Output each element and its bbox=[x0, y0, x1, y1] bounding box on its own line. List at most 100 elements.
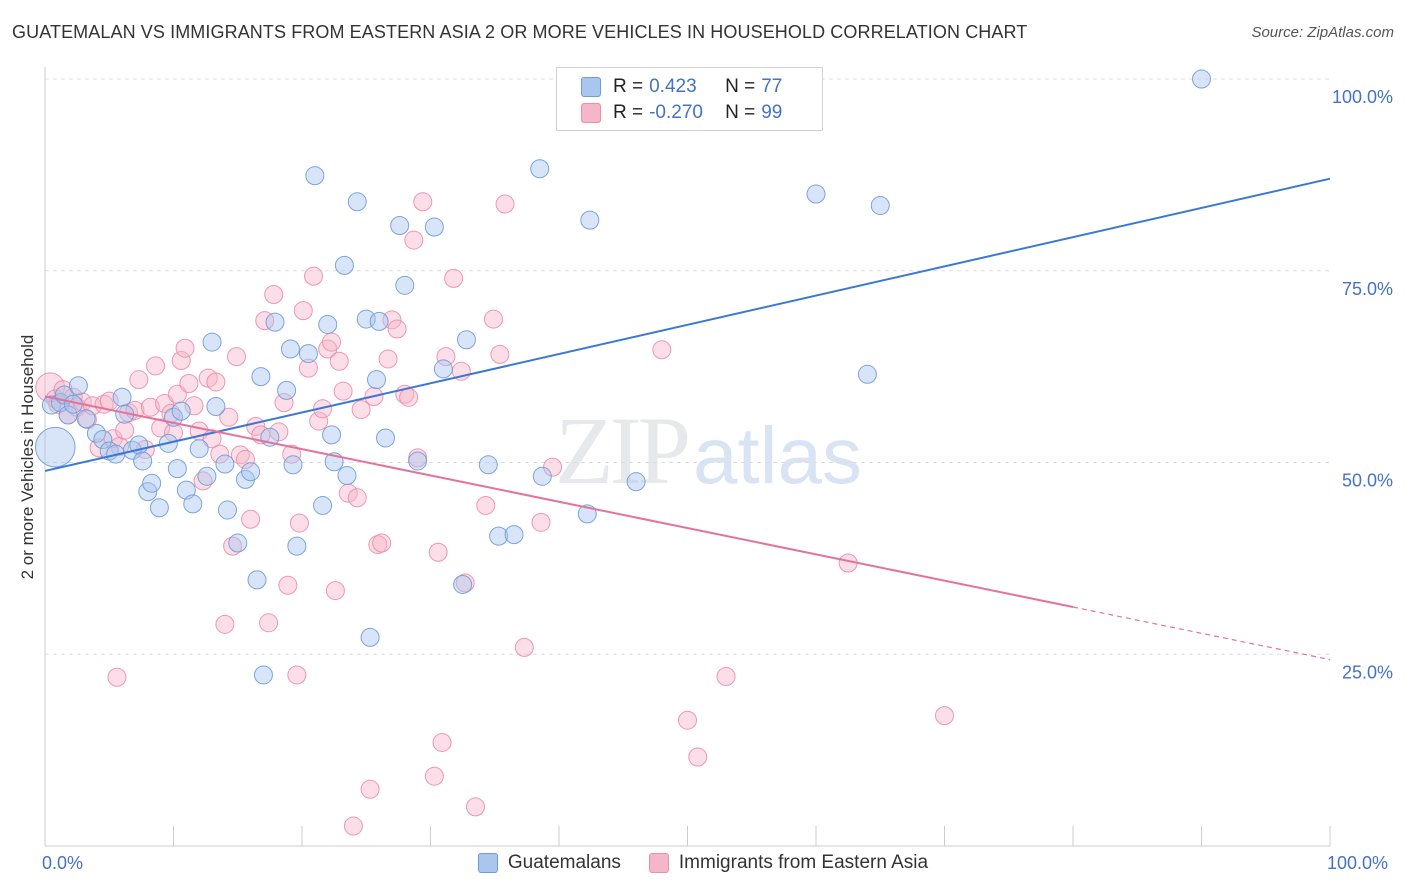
eastern-asia-point bbox=[387, 319, 407, 339]
legend-swatch-pink bbox=[581, 103, 601, 123]
eastern-asia-point bbox=[436, 347, 456, 367]
y-tick-label: 25.0% bbox=[1342, 662, 1393, 682]
eastern-asia-point bbox=[146, 356, 166, 376]
guatemalan-point bbox=[176, 480, 196, 500]
watermark-atlas: atlas bbox=[693, 411, 862, 500]
eastern-asia-point bbox=[309, 411, 329, 431]
eastern-asia-point bbox=[298, 358, 318, 378]
eastern-asia-point bbox=[495, 194, 515, 214]
eastern-asia-point bbox=[278, 575, 298, 595]
legend-label: Immigrants from Eastern Asia bbox=[678, 852, 929, 873]
source-note: Source: ZipAtlas.com bbox=[1251, 24, 1394, 41]
guatemalan-point bbox=[376, 428, 396, 448]
eastern-asia-point bbox=[140, 397, 160, 417]
guatemalan-point bbox=[68, 376, 88, 396]
guatemalan-point bbox=[206, 397, 226, 417]
eastern-asia-point bbox=[531, 512, 551, 532]
eastern-asia-point bbox=[935, 706, 954, 726]
guatemalan-point bbox=[369, 311, 389, 331]
eastern-asia-point bbox=[171, 350, 191, 370]
guatemalan-point bbox=[433, 359, 453, 379]
eastern-asia-point bbox=[264, 285, 284, 305]
guatemalan-point bbox=[76, 409, 96, 429]
guatemalan-point bbox=[318, 314, 338, 334]
eastern-asia-point bbox=[652, 340, 672, 360]
guatemalan-point bbox=[241, 462, 261, 482]
legend-swatch-blue bbox=[477, 853, 498, 873]
guatemalan-point bbox=[334, 255, 354, 275]
guatemalan-point bbox=[228, 533, 248, 553]
eastern-asia-point bbox=[432, 732, 452, 752]
eastern-asia-trend-extension bbox=[1072, 606, 1331, 661]
guatemalan-point bbox=[197, 466, 217, 486]
guatemalan-point bbox=[253, 665, 273, 685]
y-tick-label: 100.0% bbox=[1332, 87, 1393, 107]
r-label: R = bbox=[613, 76, 644, 97]
watermark-zip: ZIP bbox=[555, 397, 691, 504]
eastern-asia-point bbox=[255, 311, 275, 331]
legend-item-guatemalans[interactable]: Guatemalans bbox=[477, 852, 621, 874]
eastern-asia-point bbox=[404, 230, 424, 250]
guatemalan-point bbox=[133, 451, 153, 471]
watermark: ZIPatlas bbox=[555, 395, 862, 506]
stats-row-eastern-asia: R = -0.270 N = 99 bbox=[581, 100, 782, 126]
eastern-asia-point bbox=[304, 266, 324, 286]
stats-legend: R = 0.423 N = 77 R = -0.270 N = 99 bbox=[556, 67, 823, 131]
guatemalan-point bbox=[287, 536, 307, 556]
guatemalan-point bbox=[313, 495, 333, 515]
eastern-asia-point bbox=[413, 192, 433, 212]
eastern-asia-point bbox=[289, 513, 309, 533]
n-label: N = bbox=[725, 102, 756, 123]
guatemalan-point bbox=[305, 166, 325, 186]
eastern-asia-point bbox=[399, 387, 419, 407]
r-value: -0.270 bbox=[649, 102, 703, 123]
guatemalan-point bbox=[280, 339, 300, 359]
eastern-asia-point bbox=[329, 351, 349, 371]
guatemalans-trend-line bbox=[44, 177, 1331, 472]
n-value: 77 bbox=[761, 76, 783, 97]
guatemalan-point bbox=[322, 425, 342, 445]
eastern-asia-point bbox=[347, 488, 367, 508]
eastern-asia-point bbox=[716, 666, 736, 686]
guatemalan-point bbox=[112, 387, 132, 407]
legend-swatch-blue bbox=[581, 77, 601, 97]
eastern-asia-point bbox=[333, 381, 353, 401]
legend-item-eastern-asia[interactable]: Immigrants from Eastern Asia bbox=[648, 852, 929, 874]
eastern-asia-point bbox=[215, 614, 235, 634]
n-label: N = bbox=[725, 76, 756, 97]
eastern-asia-point bbox=[483, 309, 503, 329]
guatemalan-point bbox=[453, 574, 473, 594]
eastern-asia-point bbox=[343, 816, 363, 836]
chart-title: GUATEMALAN VS IMMIGRANTS FROM EASTERN AS… bbox=[12, 22, 1028, 42]
eastern-asia-point bbox=[287, 665, 307, 685]
guatemalan-point bbox=[367, 370, 387, 390]
axes bbox=[44, 67, 1331, 847]
x-tick-label-max: 100.0% bbox=[1327, 853, 1389, 873]
guatemalan-point bbox=[251, 367, 271, 387]
guatemalan-point bbox=[360, 627, 380, 647]
guatemalan-point bbox=[489, 526, 509, 546]
stats-row-guatemalans: R = 0.423 N = 77 bbox=[581, 74, 782, 100]
guatemalan-point bbox=[626, 472, 646, 492]
eastern-asia-point bbox=[151, 418, 171, 438]
eastern-asia-point bbox=[219, 407, 239, 427]
eastern-asia-point bbox=[360, 779, 380, 799]
guatemalan-point bbox=[171, 401, 191, 421]
eastern-asia-point bbox=[424, 766, 444, 786]
grid-lines bbox=[45, 78, 1330, 655]
eastern-asia-point bbox=[444, 268, 464, 288]
guatemalan-point bbox=[424, 217, 444, 237]
series-legend: Guatemalans Immigrants from Eastern Asia bbox=[0, 852, 1406, 874]
eastern-asia-point bbox=[115, 420, 135, 440]
guatemalan-point bbox=[247, 570, 267, 590]
guatemalan-point bbox=[456, 330, 476, 350]
eastern-asia-point bbox=[325, 581, 345, 601]
series-guatemalans-points bbox=[34, 69, 1211, 685]
legend-swatch-pink bbox=[648, 853, 669, 873]
guatemalan-point bbox=[395, 275, 415, 295]
guatemalan-point bbox=[390, 215, 410, 235]
guatemalan-point bbox=[142, 473, 162, 493]
eastern-asia-point bbox=[206, 372, 226, 392]
eastern-asia-point bbox=[688, 747, 708, 767]
